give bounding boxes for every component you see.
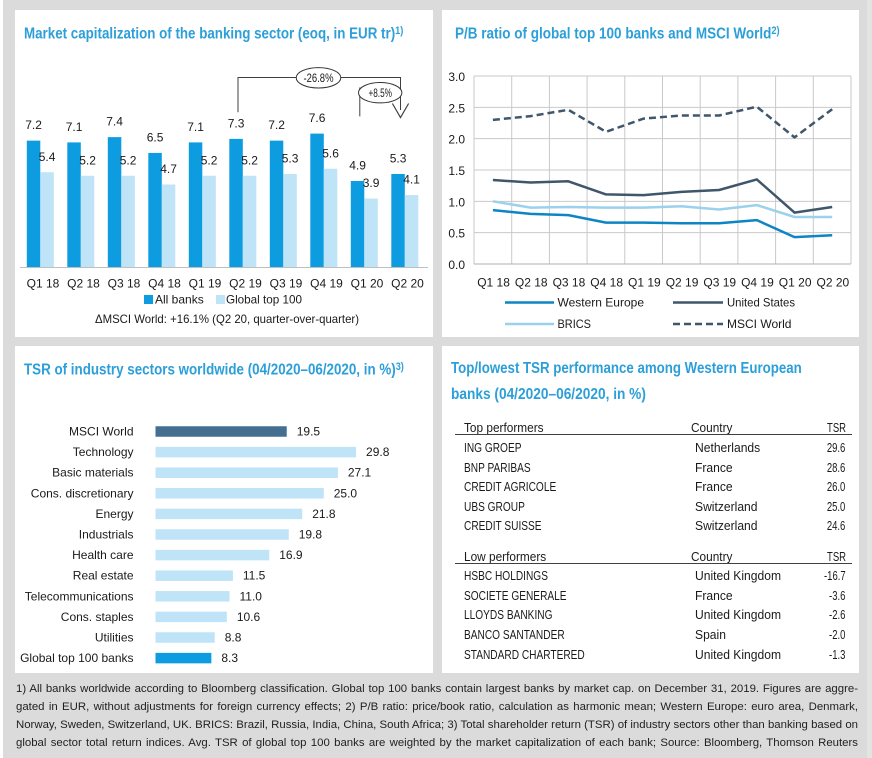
- svg-text:3.0: 3.0: [448, 70, 465, 84]
- svg-text:7.1: 7.1: [187, 120, 204, 134]
- svg-text:Q3 19: Q3 19: [703, 275, 736, 289]
- svg-text:5.4: 5.4: [39, 150, 56, 164]
- svg-text:Q1 18: Q1 18: [27, 276, 60, 290]
- svg-text:+8.5%: +8.5%: [368, 86, 392, 100]
- svg-text:16.9: 16.9: [279, 548, 303, 562]
- svg-text:Q1 19: Q1 19: [628, 275, 661, 289]
- svg-text:Utilities: Utilities: [95, 631, 134, 645]
- svg-text:Basic materials: Basic materials: [52, 466, 133, 480]
- svg-text:21.8: 21.8: [312, 507, 336, 521]
- svg-text:All banks: All banks: [155, 293, 204, 307]
- svg-text:Q3 18: Q3 18: [553, 275, 586, 289]
- svg-text:1.0: 1.0: [448, 195, 465, 209]
- svg-text:Q2 20: Q2 20: [391, 276, 424, 290]
- svg-text:Cons. discretionary: Cons. discretionary: [31, 486, 134, 500]
- svg-text:5.3: 5.3: [390, 152, 407, 166]
- svg-text:6.5: 6.5: [147, 131, 164, 145]
- svg-text:5.3: 5.3: [282, 152, 299, 166]
- svg-text:Global top 100 banks: Global top 100 banks: [20, 651, 133, 665]
- svg-text:5.2: 5.2: [120, 153, 137, 167]
- svg-text:27.1: 27.1: [348, 466, 372, 480]
- svg-text:Real estate: Real estate: [73, 569, 134, 583]
- svg-text:Q1 19: Q1 19: [189, 276, 222, 290]
- svg-text:5.2: 5.2: [79, 153, 96, 167]
- svg-text:25.0: 25.0: [334, 486, 358, 500]
- svg-text:7.2: 7.2: [25, 118, 42, 132]
- svg-text:11.5: 11.5: [243, 569, 266, 583]
- svg-text:29.8: 29.8: [366, 445, 390, 459]
- svg-text:Industrials: Industrials: [79, 528, 134, 542]
- svg-text:Q1 20: Q1 20: [351, 276, 384, 290]
- svg-text:Energy: Energy: [95, 507, 133, 521]
- svg-text:Q3 19: Q3 19: [270, 276, 303, 290]
- svg-text:Q2 18: Q2 18: [515, 275, 548, 289]
- svg-text:BRICS: BRICS: [558, 317, 592, 331]
- svg-text:4.7: 4.7: [160, 162, 177, 176]
- svg-text:0.5: 0.5: [448, 227, 465, 241]
- svg-text:8.3: 8.3: [221, 651, 238, 665]
- svg-text:7.2: 7.2: [268, 118, 285, 132]
- svg-text:7.1: 7.1: [66, 120, 83, 134]
- svg-text:Cons. staples: Cons. staples: [61, 610, 134, 624]
- svg-text:Health care: Health care: [72, 548, 134, 562]
- svg-text:Q2 20: Q2 20: [816, 275, 849, 289]
- svg-text:5.2: 5.2: [241, 153, 258, 167]
- svg-text:7.3: 7.3: [228, 116, 245, 130]
- svg-text:Q4 18: Q4 18: [590, 275, 623, 289]
- svg-text:Q4 18: Q4 18: [148, 276, 181, 290]
- svg-text:10.6: 10.6: [237, 610, 261, 624]
- svg-text:Q2 19: Q2 19: [229, 276, 262, 290]
- svg-text:19.8: 19.8: [299, 528, 323, 542]
- svg-text:2.0: 2.0: [448, 133, 465, 147]
- svg-text:Technology: Technology: [73, 445, 134, 459]
- svg-text:Q1 20: Q1 20: [779, 275, 812, 289]
- svg-text:2.5: 2.5: [448, 101, 465, 115]
- svg-text:Q2 18: Q2 18: [67, 276, 100, 290]
- svg-text:3.9: 3.9: [363, 176, 380, 190]
- svg-text:Q3 18: Q3 18: [108, 276, 141, 290]
- svg-text:11.0: 11.0: [240, 589, 263, 603]
- svg-text:Telecommunications: Telecommunications: [25, 589, 134, 603]
- svg-text:5.2: 5.2: [201, 153, 218, 167]
- svg-text:Q2 19: Q2 19: [666, 275, 699, 289]
- svg-text:ΔMSCI World: +16.1% (Q2 20, qu: ΔMSCI World: +16.1% (Q2 20, quarter-over…: [95, 312, 359, 326]
- svg-text:7.6: 7.6: [309, 111, 326, 125]
- svg-text:Q1 18: Q1 18: [477, 275, 510, 289]
- svg-text:5.6: 5.6: [322, 146, 339, 160]
- svg-text:19.5: 19.5: [297, 425, 321, 439]
- svg-text:0.0: 0.0: [448, 258, 465, 272]
- svg-text:Q4 19: Q4 19: [310, 276, 343, 290]
- svg-text:4.9: 4.9: [349, 159, 366, 173]
- svg-text:MSCI World: MSCI World: [69, 425, 133, 439]
- svg-text:Q4 19: Q4 19: [741, 275, 774, 289]
- svg-text:-26.8%: -26.8%: [304, 71, 334, 85]
- svg-text:7.4: 7.4: [106, 115, 123, 129]
- svg-text:Global top 100: Global top 100: [226, 293, 302, 307]
- svg-text:8.8: 8.8: [225, 631, 242, 645]
- svg-text:MSCI World: MSCI World: [727, 317, 791, 331]
- svg-text:1.5: 1.5: [448, 164, 465, 178]
- svg-text:4.1: 4.1: [403, 173, 420, 187]
- svg-text:United States: United States: [727, 296, 795, 310]
- svg-text:Western Europe: Western Europe: [558, 296, 645, 310]
